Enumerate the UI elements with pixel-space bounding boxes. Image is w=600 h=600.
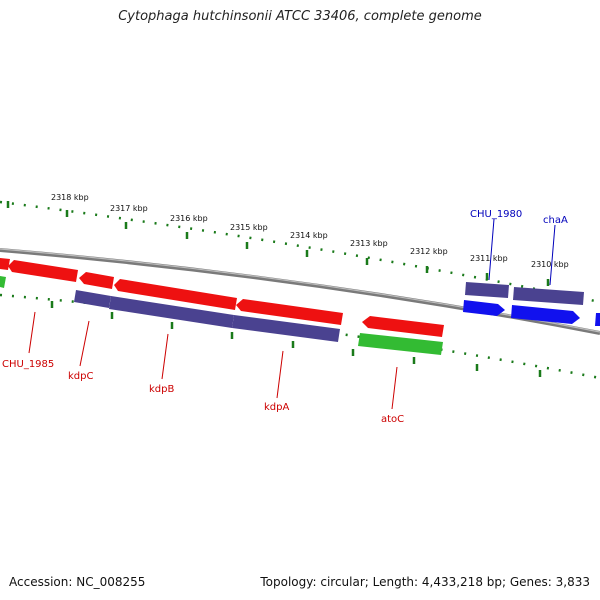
label-leader-lines [28,218,556,410]
gene-labels: CHU_1985 kdpC kdpB kdpA atoC CHU_1980 ch… [2,209,568,425]
gene-box[interactable] [0,276,6,288]
gene-box[interactable] [513,287,584,305]
forward-strand-genes [0,258,584,337]
gene-label-kdpb[interactable]: kdpB [149,384,174,395]
gene-box[interactable] [358,333,443,355]
outer-major-ticks [6,201,550,286]
gene-box[interactable] [232,315,340,342]
gene-label-kdpc[interactable]: kdpC [68,371,93,382]
gene-arrow[interactable] [362,316,444,337]
genome-backbone [0,248,600,335]
gene-box[interactable] [465,282,509,298]
gene-label-atoc[interactable]: atoC [381,414,404,425]
gene-arrow[interactable] [236,299,343,325]
kbp-label: 2313 kbp [350,239,388,248]
gene-arrow[interactable] [0,258,10,270]
gene-arrow[interactable] [114,279,237,310]
kbp-label: 2310 kbp [531,260,569,269]
kbp-label: 2312 kbp [410,247,448,256]
gene-box[interactable] [595,313,600,326]
gene-label-chu1985[interactable]: CHU_1985 [2,359,54,370]
gene-arrow[interactable] [8,260,78,282]
gene-arrow[interactable] [511,305,580,324]
kbp-label: 2311 kbp [470,254,508,263]
kbp-label: 2316 kbp [170,214,208,223]
outer-tick-ring [0,200,600,304]
inner-major-ticks [50,301,542,377]
ruler-labels: 2318 kbp 2317 kbp 2316 kbp 2315 kbp 2314… [51,193,569,269]
map-title: Cytophaga hutchinsonii ATCC 33406, compl… [118,9,482,24]
gene-label-chaa[interactable]: chaA [543,215,568,226]
gene-label-kdpa[interactable]: kdpA [264,402,289,413]
gene-label-chu1980[interactable]: CHU_1980 [470,209,522,220]
accession-text: Accession: NC_008255 [9,575,146,589]
kbp-label: 2315 kbp [230,223,268,232]
kbp-label: 2317 kbp [110,204,148,213]
gene-arrow[interactable] [463,300,505,316]
gene-arrow[interactable] [79,272,114,289]
genome-summary-text: Topology: circular; Length: 4,433,218 bp… [260,575,590,589]
gene-box[interactable] [74,290,111,308]
kbp-label: 2318 kbp [51,193,89,202]
reverse-strand-genes [0,276,600,355]
gene-box[interactable] [109,296,234,328]
kbp-label: 2314 kbp [290,231,328,240]
